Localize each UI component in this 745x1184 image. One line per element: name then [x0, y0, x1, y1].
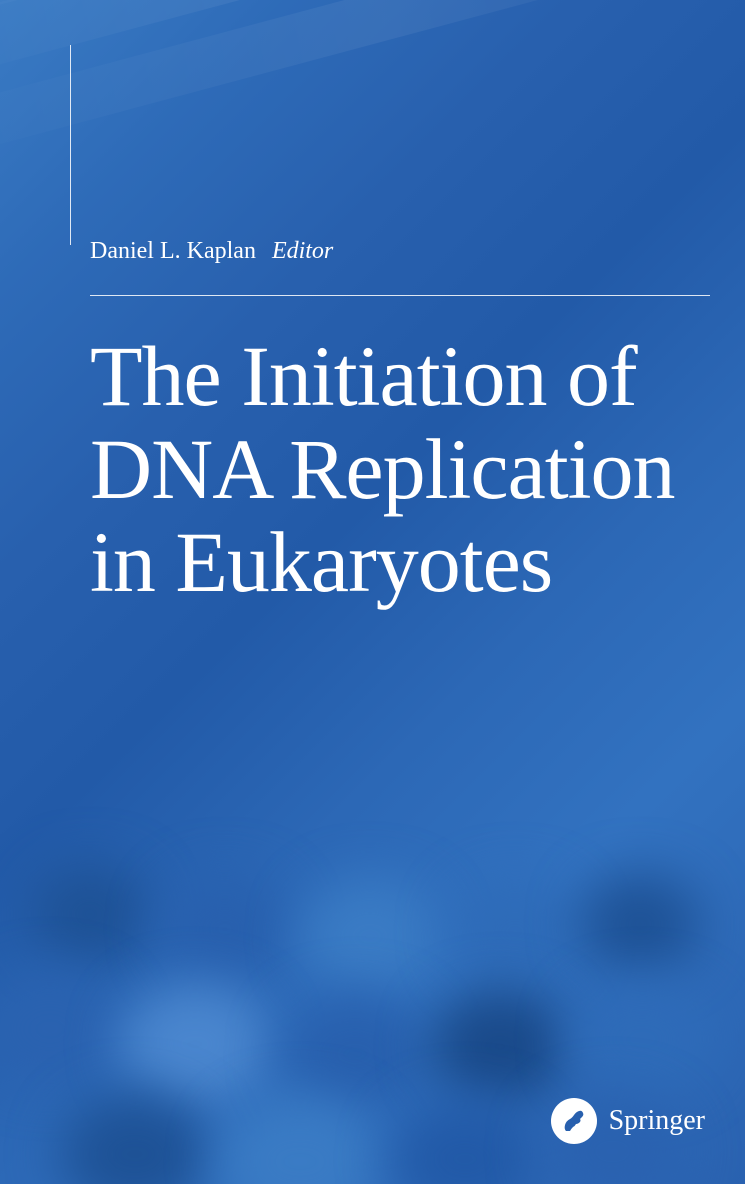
background-blob	[280, 994, 430, 1114]
background-blob	[30, 864, 150, 964]
background-blob	[570, 984, 715, 1094]
background-blob	[450, 879, 580, 984]
book-title: The Initiation of DNA Replication in Euk…	[90, 330, 710, 609]
background-blob	[300, 879, 440, 994]
background-blob	[160, 874, 290, 984]
background-blob	[390, 1099, 540, 1184]
springer-horse-icon	[558, 1105, 590, 1137]
publisher-block: Springer	[551, 1098, 705, 1144]
background-blob	[580, 874, 700, 974]
decorative-horizontal-line	[90, 295, 710, 296]
publisher-logo	[551, 1098, 597, 1144]
book-cover: Daniel L. Kaplan Editor The Initiation o…	[0, 0, 745, 1184]
editor-role: Editor	[272, 238, 333, 264]
background-blob	[0, 974, 120, 1084]
publisher-name: Springer	[609, 1105, 705, 1137]
background-blob	[60, 1094, 210, 1184]
editor-name: Daniel L. Kaplan	[90, 238, 256, 264]
background-blob	[430, 989, 570, 1104]
background-blob	[120, 984, 270, 1104]
editor-credit: Daniel L. Kaplan Editor	[90, 238, 333, 265]
decorative-vertical-line	[70, 45, 71, 245]
